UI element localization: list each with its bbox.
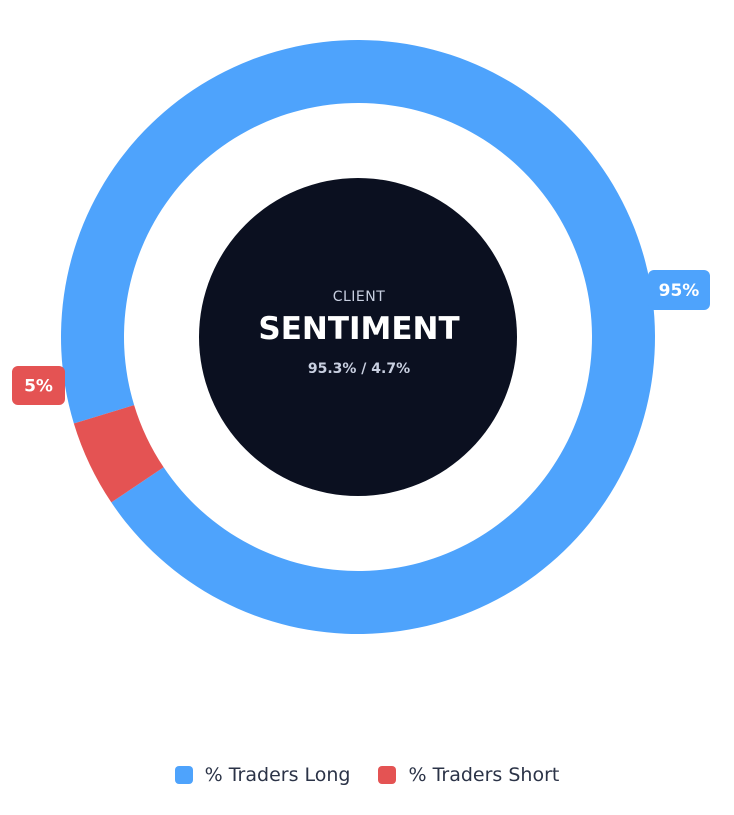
data-label-short: 5% [12,366,65,405]
slice-short[interactable] [73,405,164,503]
data-label-text-long: 95% [659,281,700,301]
legend-item-long[interactable]: % Traders Long [174,764,351,786]
legend-swatch-long [174,766,193,784]
legend-label-long: % Traders Long [204,764,351,786]
legend-item-short[interactable]: % Traders Short [378,764,559,786]
legend: % Traders Long % Traders Short [0,764,734,786]
center-disc [199,178,517,496]
data-label-long: 95% [648,270,710,310]
data-label-badge-long [648,270,710,310]
legend-swatch-short [378,766,397,784]
data-label-badge-short [12,366,65,405]
data-label-text-short: 5% [24,377,53,397]
legend-label-short: % Traders Short [408,764,560,786]
